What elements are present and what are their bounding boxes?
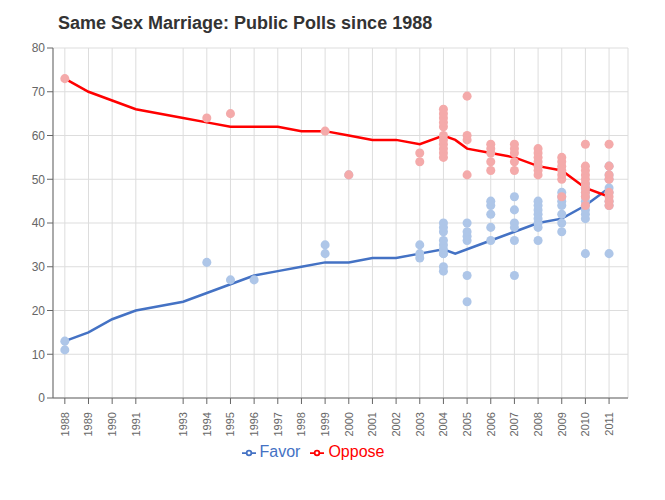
svg-text:20: 20 [32,304,46,318]
svg-text:60: 60 [32,129,46,143]
svg-text:2001: 2001 [366,412,378,436]
svg-text:30: 30 [32,260,46,274]
svg-text:1996: 1996 [248,412,260,436]
svg-text:50: 50 [32,173,46,187]
svg-text:1990: 1990 [106,412,118,436]
svg-text:1991: 1991 [130,412,142,436]
svg-text:2003: 2003 [414,412,426,436]
html-text:Favor: Favor [259,443,301,460]
svg-text:2004: 2004 [437,412,449,436]
svg-text:2000: 2000 [343,412,355,436]
svg-text:2002: 2002 [390,412,402,436]
svg-text:2009: 2009 [556,412,568,436]
svg-text:10: 10 [32,348,46,362]
svg-text:2006: 2006 [485,412,497,436]
svg-text:1995: 1995 [224,412,236,436]
svg-text:1988: 1988 [59,412,71,436]
svg-text:1989: 1989 [82,412,94,436]
svg-text:1993: 1993 [177,412,189,436]
svg-text:70: 70 [32,85,46,99]
svg-text:1994: 1994 [201,412,213,436]
svg-text:2008: 2008 [532,412,544,436]
svg-text:1999: 1999 [319,412,331,436]
html-text:Oppose: Oppose [328,443,385,460]
svg-text:40: 40 [32,216,46,230]
svg-text:2011: 2011 [603,412,615,436]
svg-text:1997: 1997 [272,412,284,436]
svg-text:80: 80 [32,41,46,55]
svg-text:2007: 2007 [508,412,520,436]
html-text:Same Sex Marriage: Public Poll: Same Sex Marriage: Public Polls since 19… [58,13,433,33]
svg-text:1998: 1998 [295,412,307,436]
svg-text:2010: 2010 [579,412,591,436]
svg-text:2005: 2005 [461,412,473,436]
svg-text:0: 0 [38,391,45,405]
